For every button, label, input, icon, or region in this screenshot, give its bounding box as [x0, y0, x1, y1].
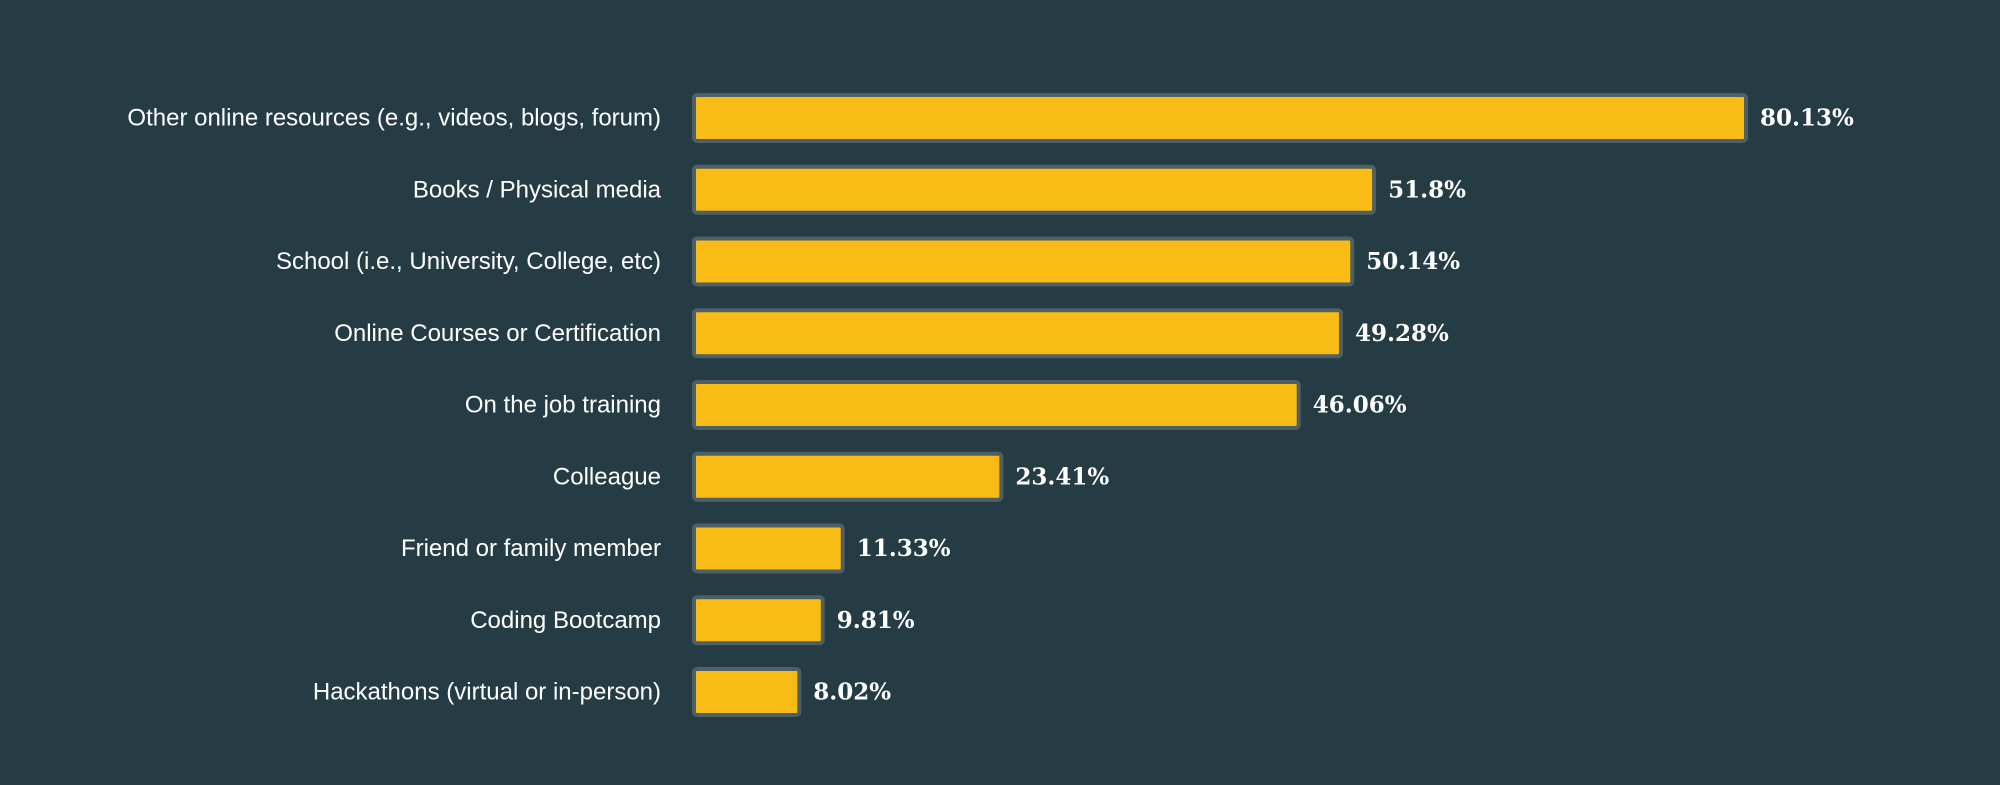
bar-5: [692, 451, 1004, 502]
category-label-1: Books / Physical media: [413, 176, 662, 203]
bars-layer: [692, 93, 1748, 717]
value-label-4: 46.06%: [1313, 392, 1407, 419]
value-label-5: 23.41%: [1015, 463, 1109, 490]
value-label-1: 51.8%: [1388, 176, 1466, 203]
category-label-3: Online Courses or Certification: [334, 320, 661, 347]
value-label-6: 11.33%: [857, 535, 951, 562]
category-label-7: Coding Bootcamp: [470, 607, 661, 634]
bar-3: [692, 308, 1343, 359]
bar-7: [692, 595, 825, 646]
bar-1: [692, 164, 1377, 215]
value-label-2: 50.14%: [1366, 248, 1460, 275]
category-labels: Other online resources (e.g., videos, bl…: [127, 105, 661, 706]
value-labels: 80.13% 51.8% 50.14% 49.28% 46.06% 23.41% 11.33…: [813, 105, 1854, 706]
category-label-4: On the job training: [465, 392, 661, 419]
category-label-6: Friend or family member: [401, 535, 661, 562]
bar-2: [692, 236, 1355, 287]
bar-6: [692, 523, 845, 574]
bar-4: [692, 380, 1301, 430]
bar-8: [692, 667, 802, 717]
bar-0: [692, 93, 1748, 143]
category-label-8: Hackathons (virtual or in-person): [313, 679, 661, 706]
category-label-5: Colleague: [553, 463, 661, 490]
category-label-0: Other online resources (e.g., videos, bl…: [127, 105, 661, 132]
category-label-2: School (i.e., University, College, etc): [276, 248, 661, 275]
value-label-8: 8.02%: [813, 679, 891, 706]
value-label-7: 9.81%: [837, 607, 915, 634]
value-label-3: 49.28%: [1355, 320, 1449, 347]
value-label-0: 80.13%: [1760, 105, 1854, 132]
